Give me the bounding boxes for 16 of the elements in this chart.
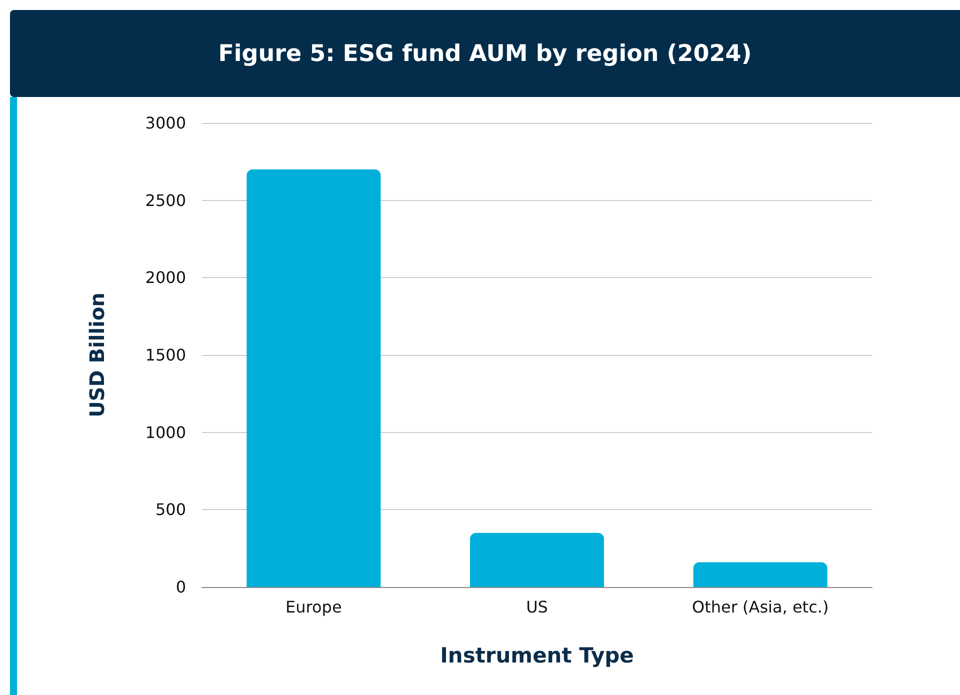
y-tick-label: 500 — [155, 500, 186, 520]
y-tick-label: 1500 — [145, 346, 186, 364]
y-tick-label: 2000 — [145, 268, 186, 288]
chart-title: Figure 5: ESG fund AUM by region (2024) — [10, 10, 960, 97]
bar — [246, 169, 381, 587]
y-axis-title: USD Billion — [85, 292, 109, 418]
y-tick-label: 3000 — [145, 114, 186, 132]
x-axis-title: Instrument Type — [440, 644, 634, 668]
x-tick-label: Other (Asia, etc.) — [692, 598, 829, 616]
x-tick-label: US — [526, 598, 548, 616]
y-tick-label: 0 — [176, 578, 186, 596]
y-tick-label: 2500 — [145, 190, 186, 210]
x-tick-label: Europe — [286, 598, 342, 616]
bar — [693, 562, 828, 587]
y-tick-label: 1000 — [145, 422, 186, 442]
bar — [470, 532, 604, 587]
